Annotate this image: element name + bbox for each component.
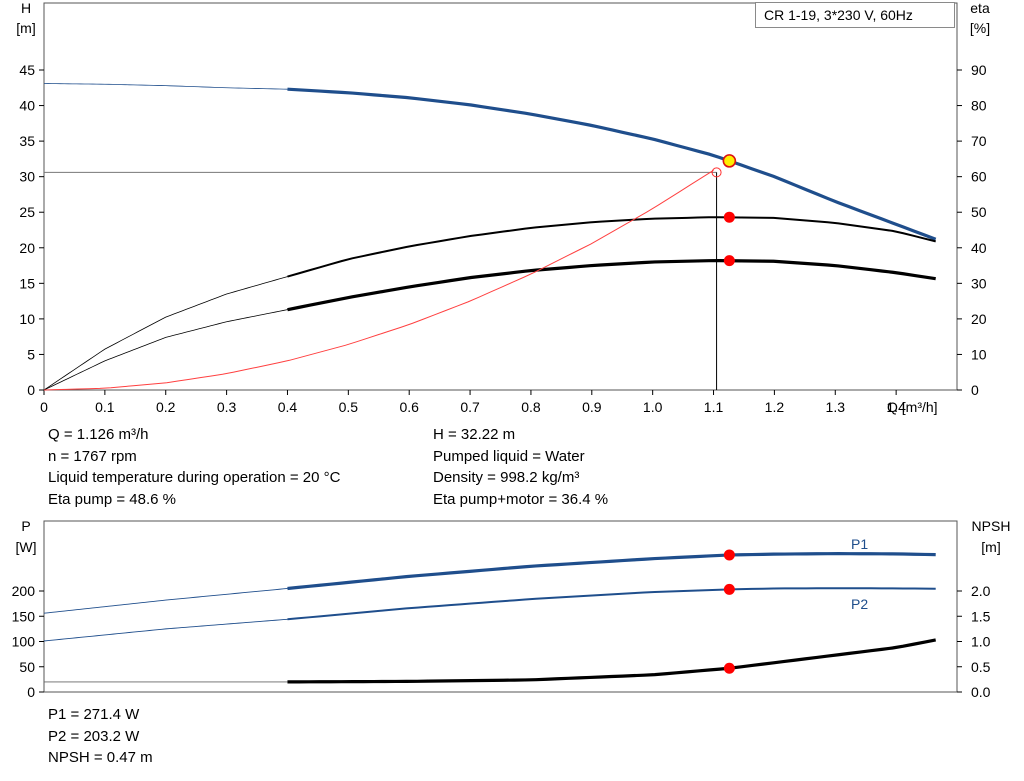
qh-curve-extrapolated <box>43 83 288 90</box>
p1-value: P1 = 271.4 W <box>48 706 140 723</box>
h-axis-title: H <box>21 0 31 16</box>
q-tick-label: 0 <box>40 399 48 415</box>
npsh-axis-unit: [m] <box>981 539 1000 555</box>
p2-value: P2 = 203.2 W <box>48 727 140 745</box>
p-tick-label: 50 <box>19 659 35 675</box>
npsh-curve <box>287 638 936 684</box>
eta-axis-title: eta <box>970 0 990 16</box>
npsh-tick-label: 0.5 <box>971 659 991 675</box>
p1-curve-extrapolated <box>43 588 288 614</box>
q-tick-label: 1.1 <box>704 399 724 415</box>
npsh-tick-label: 1.5 <box>971 608 991 624</box>
h-tick-label: 20 <box>19 240 35 256</box>
h-tick-label: 25 <box>19 204 35 220</box>
eta-total-marker <box>723 255 735 267</box>
eta-tick-label: 0 <box>971 382 979 398</box>
p-axis-unit: [W] <box>16 539 37 555</box>
h-tick-label: 35 <box>19 133 35 149</box>
p2-curve-extrapolated <box>43 618 288 642</box>
q-tick-label: 0.6 <box>399 399 419 415</box>
q-axis-unit: Q [m³/h] <box>887 399 938 415</box>
p-tick-label: 0 <box>27 684 35 700</box>
p-tick-label: 200 <box>12 583 36 599</box>
eta-pump-motor-value: Eta pump+motor = 36.4 % <box>433 490 609 508</box>
duty-info-right: H = 32.22 m Pumped liquid = Water Densit… <box>433 424 608 510</box>
eta-pump-curve-extrapolated <box>43 276 288 391</box>
q-tick-label: 1.4 <box>886 399 906 415</box>
q-tick-label: 0.8 <box>521 399 541 415</box>
liquid-temperature-value: Liquid temperature during operation = 20… <box>48 469 341 486</box>
npsh-tick-label: 0.0 <box>971 684 991 700</box>
q-tick-label: 0.4 <box>278 399 298 415</box>
eta-tick-label: 40 <box>971 240 987 256</box>
h-tick-label: 0 <box>27 382 35 398</box>
q-tick-label: 0.3 <box>217 399 237 415</box>
p2-curve <box>287 587 936 621</box>
q-tick-label: 0.7 <box>460 399 480 415</box>
q-tick-label: 0.1 <box>95 399 115 415</box>
npsh-tick-label: 2.0 <box>971 583 991 599</box>
eta-pump-value: Eta pump = 48.6 % <box>48 490 176 508</box>
duty-info-left: Q = 1.126 m³/h n = 1767 rpm Liquid tempe… <box>48 424 340 510</box>
eta-total-curve-extrapolated <box>43 309 288 391</box>
p-tick-label: 100 <box>12 634 36 650</box>
eta-tick-label: 80 <box>971 98 987 114</box>
q-tick-label: 0.5 <box>339 399 359 415</box>
system-point-marker <box>711 167 722 178</box>
p1-curve <box>287 552 936 591</box>
h-tick-label: 15 <box>19 275 35 291</box>
eta-pump-curve <box>287 216 936 278</box>
p1-duty-marker <box>723 549 735 561</box>
eta-tick-label: 10 <box>971 346 987 362</box>
q-tick-label: 0.2 <box>156 399 176 415</box>
p-axis-title: P <box>21 518 30 534</box>
qh-curve <box>287 87 937 241</box>
p2-duty-marker <box>723 583 735 595</box>
power-info: P1 = 271.4 W P2 = 203.2 W NPSH = 0.47 m <box>48 704 153 769</box>
h-axis-unit: [m] <box>16 20 35 36</box>
eta-pump-marker <box>723 211 735 223</box>
q-tick-label: 1.0 <box>643 399 663 415</box>
p-tick-label: 150 <box>12 608 36 624</box>
power-npsh-panel: 0 50 100 150 200 P [W] 0.0 0.5 1.0 1.5 2.0 NPSH [m] P1… <box>12 518 1011 700</box>
head-value: H = 32.22 m <box>433 426 516 443</box>
p2-series-label: P2 <box>851 596 868 612</box>
eta-tick-label: 20 <box>971 311 987 327</box>
h-tick-label: 5 <box>27 346 35 362</box>
plot-frame <box>43 520 958 693</box>
q-tick-label: 0.9 <box>582 399 602 415</box>
eta-tick-label: 60 <box>971 169 987 185</box>
npsh-value: NPSH = 0.47 m <box>48 749 153 766</box>
system-curve <box>43 169 714 391</box>
eta-tick-label: 30 <box>971 275 987 291</box>
h-tick-label: 30 <box>19 169 35 185</box>
pumped-liquid-value: Pumped liquid = Water <box>433 447 585 465</box>
flow-value: Q = 1.126 m³/h <box>48 426 149 443</box>
h-tick-label: 10 <box>19 311 35 327</box>
eta-tick-label: 50 <box>971 204 987 220</box>
npsh-duty-marker <box>723 662 735 674</box>
density-value: Density = 998.2 kg/m³ <box>433 469 580 486</box>
eta-axis-unit: [%] <box>970 20 990 36</box>
p1-series-label: P1 <box>851 536 868 552</box>
pump-tag-box: CR 1-19, 3*230 V, 60Hz <box>755 2 955 28</box>
pump-tag-label: CR 1-19, 3*230 V, 60Hz <box>764 7 913 23</box>
eta-tick-label: 70 <box>971 133 987 149</box>
head-efficiency-panel: 0 5 10 15 20 25 30 35 40 45 H [m] 0 10 20 30 40 50 60 70 80 9… <box>16 0 990 415</box>
duty-point-marker <box>722 154 737 168</box>
npsh-axis-title: NPSH <box>972 518 1011 534</box>
h-tick-label: 45 <box>19 62 35 78</box>
eta-total-curve <box>287 259 936 312</box>
speed-value: n = 1767 rpm <box>48 447 137 465</box>
eta-tick-label: 90 <box>971 62 987 78</box>
plot-frame <box>43 2 958 391</box>
h-tick-label: 40 <box>19 98 35 114</box>
npsh-tick-label: 1.0 <box>971 634 991 650</box>
q-tick-label: 1.3 <box>826 399 846 415</box>
q-tick-label: 1.2 <box>765 399 785 415</box>
